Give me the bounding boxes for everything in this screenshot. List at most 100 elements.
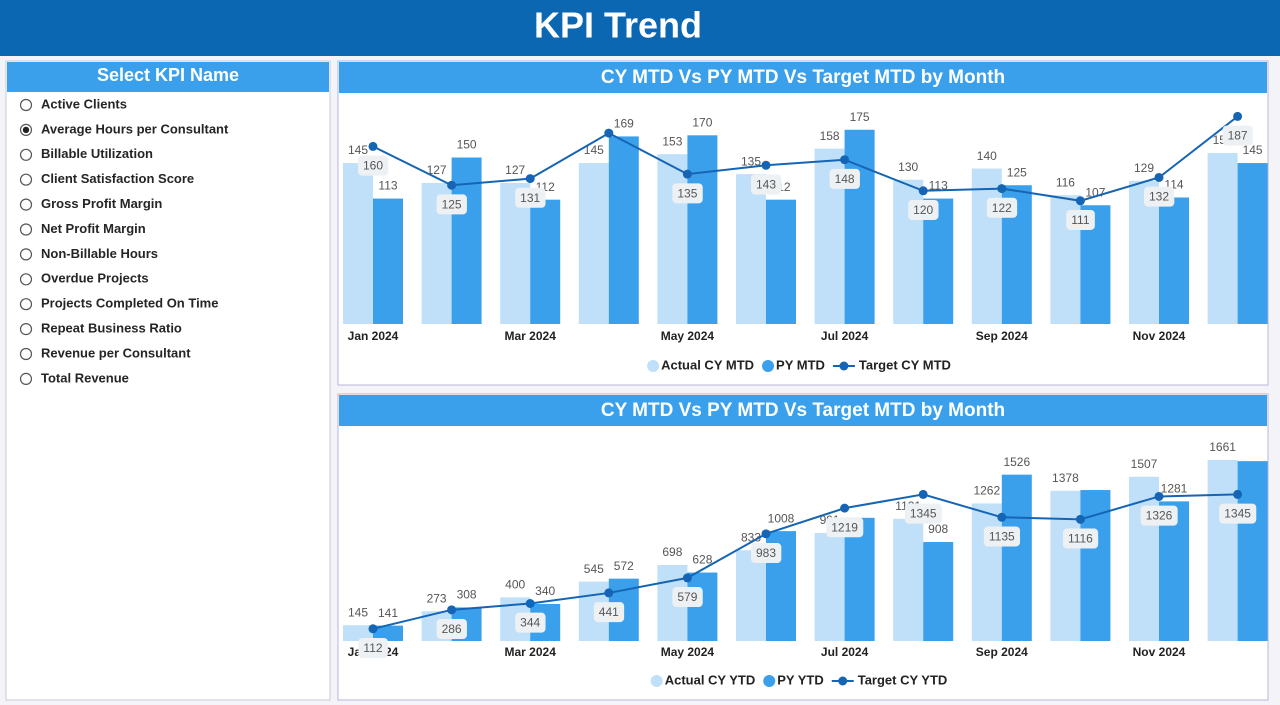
data-label: 143 [756, 177, 776, 191]
data-label: 145 [584, 143, 604, 157]
data-label: 127 [505, 163, 525, 177]
legend-marker [838, 676, 848, 686]
legend-marker [647, 360, 660, 372]
data-label: 125 [1007, 165, 1027, 179]
legend-label: Target CY MTD [859, 357, 951, 372]
slicer-option[interactable]: Average Hours per Consultant [19, 121, 230, 136]
bar [373, 625, 403, 641]
line-point [447, 180, 457, 190]
bar [736, 174, 766, 324]
x-tick-label: Jul 2024 [821, 329, 869, 343]
bar [1237, 163, 1268, 324]
slicer-option-label[interactable]: Average Hours per Consultant [41, 121, 229, 136]
slicer-option[interactable]: Active Clients [19, 96, 127, 112]
radio-button[interactable] [19, 198, 33, 211]
chart-panel [337, 60, 1269, 386]
line-point [761, 160, 771, 170]
data-label-box [908, 199, 939, 220]
bar [1237, 461, 1268, 641]
radio-button[interactable] [19, 223, 33, 236]
slicer-option[interactable]: Overdue Projects [19, 271, 149, 286]
data-label: 145 [348, 605, 368, 619]
line [372, 115, 1239, 202]
radio-button[interactable] [19, 323, 33, 336]
data-label: 141 [378, 606, 398, 620]
data-label-box [515, 612, 546, 633]
data-label: 130 [898, 160, 918, 174]
bar [578, 163, 609, 324]
legend-label: Actual CY MTD [661, 357, 754, 372]
slicer-option-label[interactable]: Client Satisfaction Score [41, 171, 194, 186]
slicer-option-label[interactable]: Non-Billable Hours [41, 246, 158, 261]
slicer-option[interactable]: Non-Billable Hours [19, 246, 159, 261]
slicer-title: Select KPI Name [97, 65, 239, 85]
line-point [997, 512, 1007, 522]
slicer-option[interactable]: Gross Profit Margin [19, 196, 163, 211]
legend: Actual CY MTD PY MTD Target CY MTD [647, 357, 951, 372]
radio-button[interactable] [19, 98, 33, 112]
data-label: 983 [756, 546, 776, 560]
data-label: 344 [520, 616, 540, 630]
data-label: 140 [977, 149, 997, 163]
data-label: 153 [662, 134, 682, 148]
data-label: 125 [442, 197, 462, 211]
radio-button[interactable] [19, 372, 33, 385]
radio-button[interactable] [19, 248, 33, 261]
data-label: 116 [1056, 175, 1075, 189]
slicer-option[interactable]: Total Revenue [19, 370, 129, 385]
line-point [525, 174, 535, 184]
data-label: 1008 [768, 511, 795, 525]
line-point [997, 184, 1007, 194]
line-point [604, 588, 614, 598]
radio-button[interactable] [19, 298, 33, 311]
x-tick-label: Nov 2024 [1133, 645, 1186, 659]
data-label: 1378 [1052, 471, 1079, 485]
bar [766, 199, 796, 324]
chart-header [339, 395, 1267, 426]
data-label: 187 [1228, 129, 1248, 143]
radio-button[interactable] [19, 273, 33, 286]
data-label-box [515, 187, 546, 208]
slicer-option[interactable]: Client Satisfaction Score [19, 171, 195, 186]
slicer-option[interactable]: Net Profit Margin [19, 221, 146, 236]
data-label: 131 [520, 191, 540, 205]
slicer-option[interactable]: Revenue per Consultant [19, 345, 192, 361]
radio-dot[interactable] [22, 126, 30, 134]
data-label: 175 [850, 110, 870, 124]
legend-marker [763, 675, 776, 687]
radio-button[interactable] [19, 173, 33, 186]
line-point [1075, 196, 1085, 206]
data-label: 170 [692, 115, 712, 129]
data-label: 129 [1134, 161, 1154, 175]
legend-label: Target CY YTD [858, 672, 948, 687]
line-point [368, 141, 378, 151]
slicer-option-label[interactable]: Overdue Projects [41, 271, 149, 286]
slicer-option-label[interactable]: Total Revenue [41, 370, 129, 385]
chart-title: CY MTD Vs PY MTD Vs Target MTD by Month [601, 400, 1005, 421]
slicer-option[interactable]: Repeat Business Ratio [19, 321, 182, 336]
bar [1207, 153, 1238, 324]
slicer-option-label[interactable]: Projects Completed On Time [41, 296, 218, 311]
x-tick-label: Mar 2024 [505, 645, 557, 659]
slicer-option-label[interactable]: Billable Utilization [41, 146, 153, 161]
bar [971, 503, 1002, 641]
slicer-option-label[interactable]: Net Profit Margin [41, 221, 146, 236]
data-label-box [904, 503, 942, 524]
radio-button[interactable] [19, 148, 33, 161]
data-label: 340 [535, 584, 555, 598]
slicer-option-label[interactable]: Revenue per Consultant [41, 345, 191, 360]
data-label-box [750, 543, 782, 564]
line-point [840, 503, 850, 513]
slicer-option[interactable]: Projects Completed On Time [19, 296, 219, 311]
slicer-option-label[interactable]: Gross Profit Margin [41, 196, 162, 211]
bar [373, 198, 403, 324]
slicer-option-label[interactable]: Active Clients [41, 96, 127, 111]
data-label: 1219 [831, 520, 858, 534]
bar [608, 136, 639, 324]
line-point [447, 605, 457, 615]
radio-button[interactable] [19, 347, 33, 361]
slicer-option[interactable]: Billable Utilization [19, 146, 154, 161]
slicer-option-label[interactable]: Repeat Business Ratio [41, 321, 182, 336]
